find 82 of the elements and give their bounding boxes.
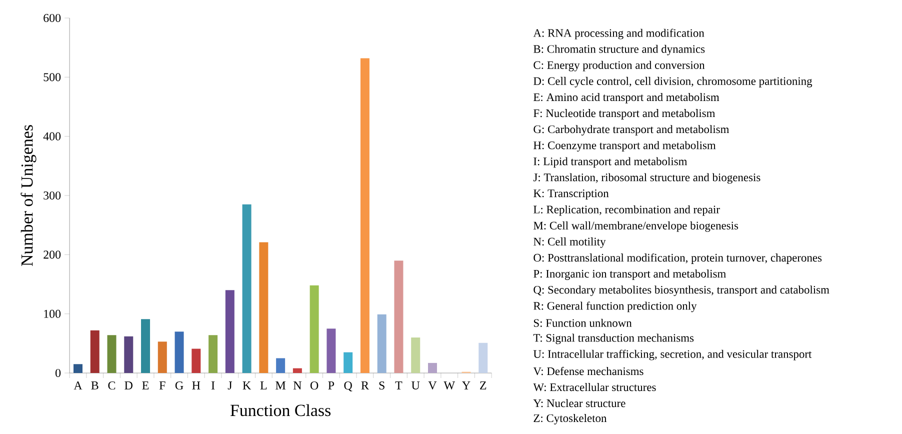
text: G: Carbohydrate transport and metabolism: [534, 125, 730, 136]
bar: [90, 330, 100, 373]
x-tick-label: D: [124, 382, 132, 390]
text: O: Posttranslational modification, protein turnover, chaperones: [534, 253, 822, 264]
bar: [259, 242, 268, 373]
bar: [292, 368, 302, 373]
x-tick-label: M: [276, 382, 286, 390]
y-tick-label: 300: [44, 191, 61, 200]
text: U: Intracellular trafficking, secretion, and vesicular transport: [533, 350, 812, 360]
x-tick-label: H: [192, 382, 200, 390]
text: T: Signal transduction mechanisms: [533, 334, 694, 344]
text: S: Function unknown: [534, 318, 632, 327]
text: B: Chromatin structure and dynamics: [534, 44, 705, 56]
x-tick-label: O: [310, 382, 318, 390]
x-tick-label: P: [328, 382, 334, 390]
x-tick-label: N: [293, 382, 302, 390]
text: J: Translation, ribosomal structure and biogenesis: [533, 173, 760, 184]
bar: [377, 314, 386, 373]
x-tick-label: G: [175, 382, 184, 390]
text: F: Nucleotide transport and metabolism: [534, 109, 716, 120]
bar: [394, 260, 404, 373]
text: Y: Nuclear structure: [533, 399, 626, 408]
x-tick-label: E: [142, 382, 149, 390]
text: E: Amino acid transport and metabolism: [534, 93, 720, 104]
bar: [360, 58, 370, 373]
x-tick-label: Z: [480, 382, 486, 390]
x-tick-label: J: [228, 382, 232, 390]
text: Q: Secondary metabolites biosynthesis, transport and catabolism: [534, 286, 830, 296]
bar: [411, 338, 420, 373]
x-axis-title: Function Class: [230, 404, 331, 416]
bar: [326, 328, 336, 373]
bar: [225, 290, 234, 373]
y-tick-label: 0: [56, 368, 61, 378]
x-tick-label: I: [211, 382, 215, 390]
text: A: RNA processing and modification: [533, 28, 704, 40]
text: W: Extracellular structures: [533, 383, 656, 392]
y-axis-title: Number of Unigenes: [20, 125, 36, 266]
bar: [478, 342, 488, 373]
text: Z: Cytoskeleton: [534, 414, 607, 424]
bar: [310, 285, 319, 373]
bar: [124, 336, 134, 373]
y-tick-label: 600: [44, 14, 61, 22]
x-tick-label: W: [444, 382, 455, 390]
x-tick-label: S: [379, 382, 384, 390]
text: L: Replication, recombination and repair: [534, 205, 720, 216]
bar: [276, 358, 286, 373]
text: P: Inorganic ion transport and metabolism: [534, 270, 726, 280]
text: R: General function prediction only: [534, 302, 697, 312]
text: I: Lipid transport and metabolism: [534, 157, 688, 168]
bar: [344, 352, 353, 373]
x-tick-label: A: [74, 382, 82, 390]
y-tick-label: 100: [44, 310, 61, 318]
x-tick-label: F: [159, 382, 166, 390]
bar: [242, 204, 252, 373]
x-tick-label: U: [412, 382, 420, 390]
text: M: Cell wall/membrane/envelope biogenesis: [534, 221, 738, 232]
bar: [174, 332, 184, 373]
x-tick-label: C: [108, 382, 116, 390]
x-tick-label: K: [242, 382, 251, 390]
text: N: Cell motility: [534, 237, 606, 248]
x-tick-label: T: [395, 382, 402, 390]
x-tick-label: V: [428, 382, 437, 390]
y-tick-label: 400: [43, 132, 61, 140]
bar: [428, 362, 437, 373]
y-tick-label: 500: [44, 73, 61, 82]
text: D: Cell cycle control, cell division, chromosome partitioning: [534, 76, 812, 88]
bar: [158, 342, 167, 373]
bar: [74, 364, 82, 373]
bar: [192, 348, 201, 373]
bar: [107, 335, 116, 373]
text: V: Defense mechanisms: [533, 366, 644, 376]
text: K: Transcription: [534, 189, 609, 200]
x-tick-label: L: [260, 382, 267, 390]
x-tick-label: Q: [344, 382, 352, 392]
text: C: Energy production and conversion: [534, 60, 705, 72]
text: H: Coenzyme transport and metabolism: [534, 141, 716, 152]
bar: [141, 319, 150, 373]
y-tick-label: 200: [44, 250, 61, 259]
x-tick-label: B: [91, 382, 98, 390]
x-tick-label: Y: [462, 382, 470, 390]
x-tick-label: R: [361, 382, 369, 390]
bar: [208, 335, 218, 373]
